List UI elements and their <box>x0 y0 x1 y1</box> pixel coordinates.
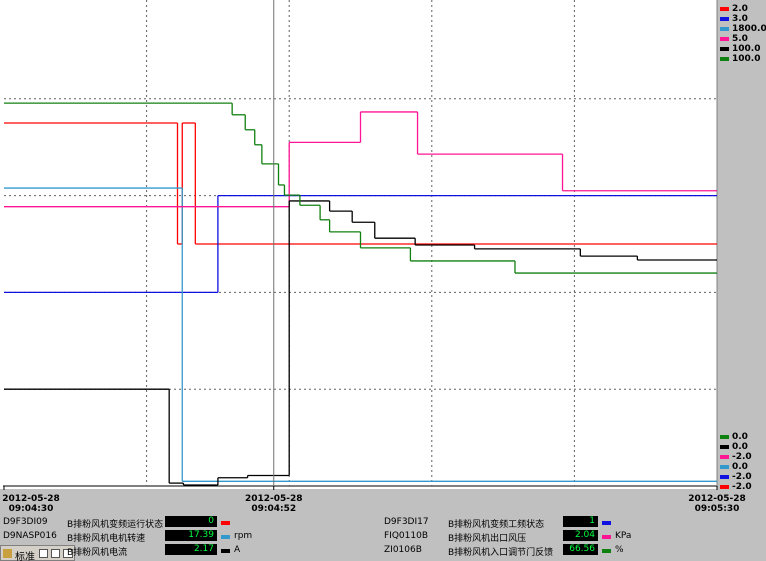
value-box: 17.39 <box>165 530 217 541</box>
scale-min-label: 0.0 <box>732 442 748 452</box>
scale-swatch <box>720 17 729 21</box>
color-swatch <box>602 521 611 525</box>
scale-max-label: 5.0 <box>732 34 748 44</box>
tag: D9NASP016 <box>3 531 57 541</box>
scale-min-label: 0.0 <box>732 462 748 472</box>
scale-swatch <box>720 455 729 459</box>
unit: A <box>234 545 241 555</box>
icon[interactable] <box>3 549 12 558</box>
scale-min-label: -2.0 <box>732 482 752 492</box>
toolbar[interactable]: 标准 <box>0 545 75 561</box>
value-box: 0 <box>165 516 217 527</box>
scale-swatch <box>720 7 729 11</box>
x-tick-label: 2012-05-28 09:04:52 <box>244 494 303 514</box>
description: B排粉风机变频工频状态 <box>448 520 545 530</box>
value-box: 1 <box>563 516 598 527</box>
unit: rpm <box>234 531 253 541</box>
scale-max-label: 100.0 <box>732 44 761 54</box>
scale-max-label: 100.0 <box>732 54 761 64</box>
icon[interactable] <box>39 549 48 558</box>
tag: D9F3DI09 <box>3 517 48 527</box>
scale-swatch <box>720 465 729 469</box>
scale-swatch <box>720 47 729 51</box>
toolbar-label[interactable]: 标准 <box>15 552 35 561</box>
scale-min-label: -2.0 <box>732 452 752 462</box>
scale-min-label: -2.0 <box>732 472 752 482</box>
value-box: 2.04 <box>563 530 598 541</box>
tag: D9F3DI17 <box>384 517 429 527</box>
scale-min-label: 0.0 <box>732 432 748 442</box>
tag: FIQ0110B <box>384 531 428 541</box>
x-tick-label: 2012-05-28 09:04:30 <box>2 494 60 514</box>
color-swatch <box>602 535 611 539</box>
scale-swatch <box>720 37 729 41</box>
description: B排粉风机电机转速 <box>67 534 146 544</box>
color-swatch <box>221 549 230 553</box>
scale-swatch <box>720 57 729 61</box>
unit: KPa <box>615 531 632 541</box>
scale-max-label: 2.0 <box>732 4 748 14</box>
scale-max-label: 1800.0 <box>732 24 766 34</box>
scale-max-label: 3.0 <box>732 14 748 24</box>
description: B排粉风机入口调节门反馈 <box>448 548 554 558</box>
color-swatch <box>221 535 230 539</box>
unit: % <box>615 545 624 555</box>
description: B排粉风机出口风压 <box>448 534 527 544</box>
value-box: 66.56 <box>563 544 598 555</box>
scale-swatch <box>720 485 729 489</box>
x-tick-label: 2012-05-28 09:05:30 <box>688 494 746 514</box>
scale-swatch <box>720 475 729 479</box>
scale-swatch <box>720 27 729 31</box>
icon[interactable] <box>63 549 73 558</box>
color-swatch <box>602 549 611 553</box>
tag: ZI0106B <box>384 545 422 555</box>
description: B排粉风机电流 <box>67 548 128 558</box>
description: B排粉风机变频运行状态 <box>67 520 164 530</box>
color-swatch <box>221 521 230 525</box>
scale-swatch <box>720 445 729 449</box>
icon[interactable] <box>51 549 60 558</box>
scale-swatch <box>720 435 729 439</box>
value-box: 2.17 <box>165 544 217 555</box>
